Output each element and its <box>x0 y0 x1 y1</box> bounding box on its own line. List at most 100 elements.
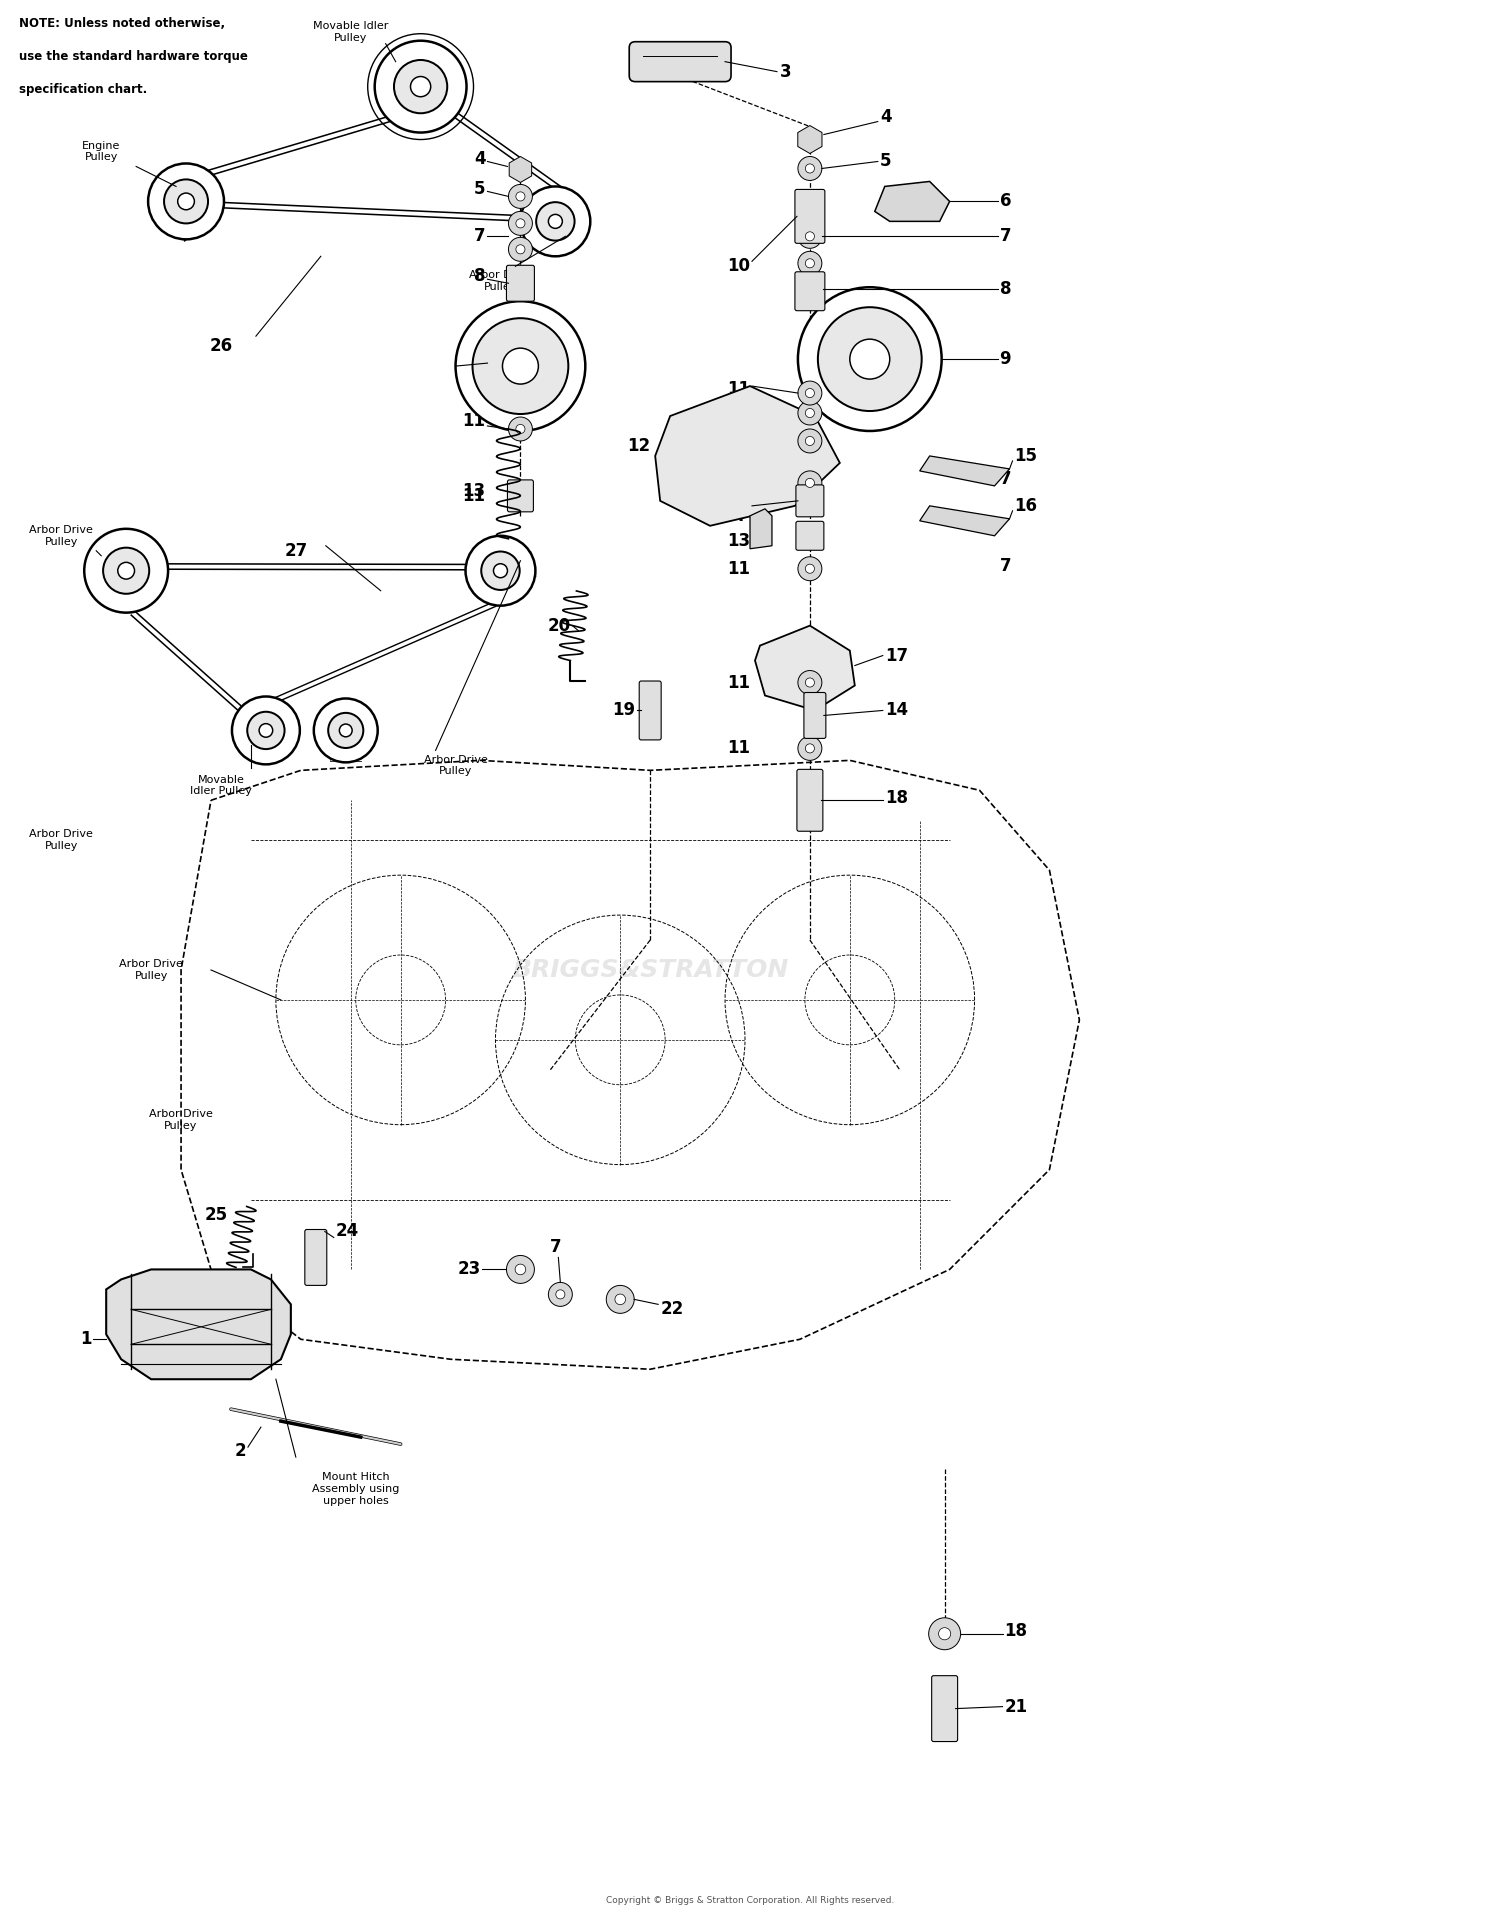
Circle shape <box>806 564 814 574</box>
FancyBboxPatch shape <box>304 1229 327 1284</box>
Text: 7: 7 <box>999 470 1011 488</box>
Circle shape <box>806 678 814 687</box>
FancyBboxPatch shape <box>507 480 534 513</box>
Circle shape <box>806 163 814 173</box>
Text: Copyright © Briggs & Stratton Corporation. All Rights reserved.: Copyright © Briggs & Stratton Corporatio… <box>606 1895 894 1905</box>
Text: Arbor Drive
Pulley: Arbor Drive Pulley <box>423 755 488 776</box>
Circle shape <box>798 157 822 180</box>
Text: 5: 5 <box>474 180 486 198</box>
Text: Engine
Pulley: Engine Pulley <box>82 140 120 163</box>
Circle shape <box>118 563 135 580</box>
Polygon shape <box>750 509 772 549</box>
Circle shape <box>164 179 209 223</box>
Circle shape <box>516 192 525 202</box>
Circle shape <box>148 163 224 240</box>
Text: 7: 7 <box>549 1238 561 1256</box>
Text: Arbor Drive
Pulley: Arbor Drive Pulley <box>30 829 93 851</box>
Polygon shape <box>920 505 1010 536</box>
Circle shape <box>806 743 814 753</box>
Text: 4: 4 <box>880 108 891 125</box>
FancyBboxPatch shape <box>628 42 730 83</box>
Text: Arbor Drive
Pulley: Arbor Drive Pulley <box>468 271 532 292</box>
Text: 27: 27 <box>284 541 308 561</box>
Text: Mount Hitch
Assembly using
upper holes: Mount Hitch Assembly using upper holes <box>312 1473 399 1505</box>
Circle shape <box>328 712 363 749</box>
Circle shape <box>514 1263 525 1275</box>
Text: use the standard hardware torque: use the standard hardware torque <box>20 50 248 63</box>
Circle shape <box>516 244 525 253</box>
Circle shape <box>806 436 814 445</box>
Circle shape <box>798 252 822 275</box>
Text: 9: 9 <box>999 349 1011 369</box>
Text: 16: 16 <box>1014 497 1038 515</box>
Text: 13: 13 <box>728 497 750 515</box>
Text: 26: 26 <box>210 338 232 355</box>
Text: 18: 18 <box>1005 1622 1028 1640</box>
Text: 6: 6 <box>999 192 1011 211</box>
FancyBboxPatch shape <box>796 486 824 516</box>
Circle shape <box>798 737 822 760</box>
Polygon shape <box>798 125 822 154</box>
Circle shape <box>939 1628 951 1640</box>
FancyBboxPatch shape <box>795 190 825 244</box>
Circle shape <box>507 1256 534 1283</box>
Text: BRIGGS&STRATTON: BRIGGS&STRATTON <box>512 958 789 981</box>
Circle shape <box>509 417 532 442</box>
Circle shape <box>818 307 921 411</box>
Circle shape <box>177 194 195 209</box>
Text: Arbor Drive
Pulley: Arbor Drive Pulley <box>148 1110 213 1131</box>
Polygon shape <box>754 626 855 710</box>
Circle shape <box>509 184 532 209</box>
Circle shape <box>806 232 814 240</box>
Text: specification chart.: specification chart. <box>20 83 147 96</box>
Text: 10: 10 <box>728 257 750 275</box>
Polygon shape <box>509 157 531 182</box>
Text: 8: 8 <box>999 280 1011 298</box>
Text: Arbor Drive
Pulley: Arbor Drive Pulley <box>30 524 93 547</box>
Circle shape <box>806 388 814 397</box>
Circle shape <box>798 470 822 495</box>
Text: NOTE: Unless noted otherwise,: NOTE: Unless noted otherwise, <box>20 17 225 29</box>
Circle shape <box>248 712 285 749</box>
Circle shape <box>798 401 822 424</box>
Text: 13: 13 <box>462 482 486 499</box>
Circle shape <box>806 478 814 488</box>
FancyBboxPatch shape <box>804 693 826 739</box>
Text: 11: 11 <box>728 380 750 397</box>
Circle shape <box>232 697 300 764</box>
Text: 24: 24 <box>336 1223 358 1240</box>
Circle shape <box>472 319 568 415</box>
Text: 3: 3 <box>780 63 792 81</box>
Circle shape <box>806 409 814 417</box>
Circle shape <box>482 551 519 589</box>
Text: 20: 20 <box>548 616 570 636</box>
Circle shape <box>516 424 525 434</box>
Text: 11: 11 <box>728 674 750 691</box>
Text: 15: 15 <box>1014 447 1038 465</box>
Text: 7: 7 <box>999 227 1011 246</box>
Circle shape <box>536 202 574 240</box>
Polygon shape <box>874 182 950 221</box>
Circle shape <box>503 348 538 384</box>
Text: Movable
Idler Pulley: Movable Idler Pulley <box>190 774 252 797</box>
Text: 7: 7 <box>999 557 1011 574</box>
Text: 11: 11 <box>462 413 486 430</box>
FancyBboxPatch shape <box>796 770 824 831</box>
Polygon shape <box>920 455 1010 486</box>
Text: 17: 17 <box>885 647 908 664</box>
Circle shape <box>798 557 822 580</box>
Circle shape <box>928 1619 960 1649</box>
Circle shape <box>516 219 525 228</box>
Text: 11: 11 <box>728 561 750 578</box>
FancyBboxPatch shape <box>795 273 825 311</box>
Text: 8: 8 <box>474 267 486 286</box>
Circle shape <box>394 60 447 113</box>
Text: 1: 1 <box>80 1331 92 1348</box>
Text: 11: 11 <box>728 739 750 756</box>
Text: 11: 11 <box>462 488 486 505</box>
Text: 7: 7 <box>474 227 486 246</box>
Circle shape <box>549 1283 573 1306</box>
Text: 14: 14 <box>722 507 746 524</box>
Circle shape <box>806 259 814 269</box>
Text: 22: 22 <box>660 1300 684 1319</box>
